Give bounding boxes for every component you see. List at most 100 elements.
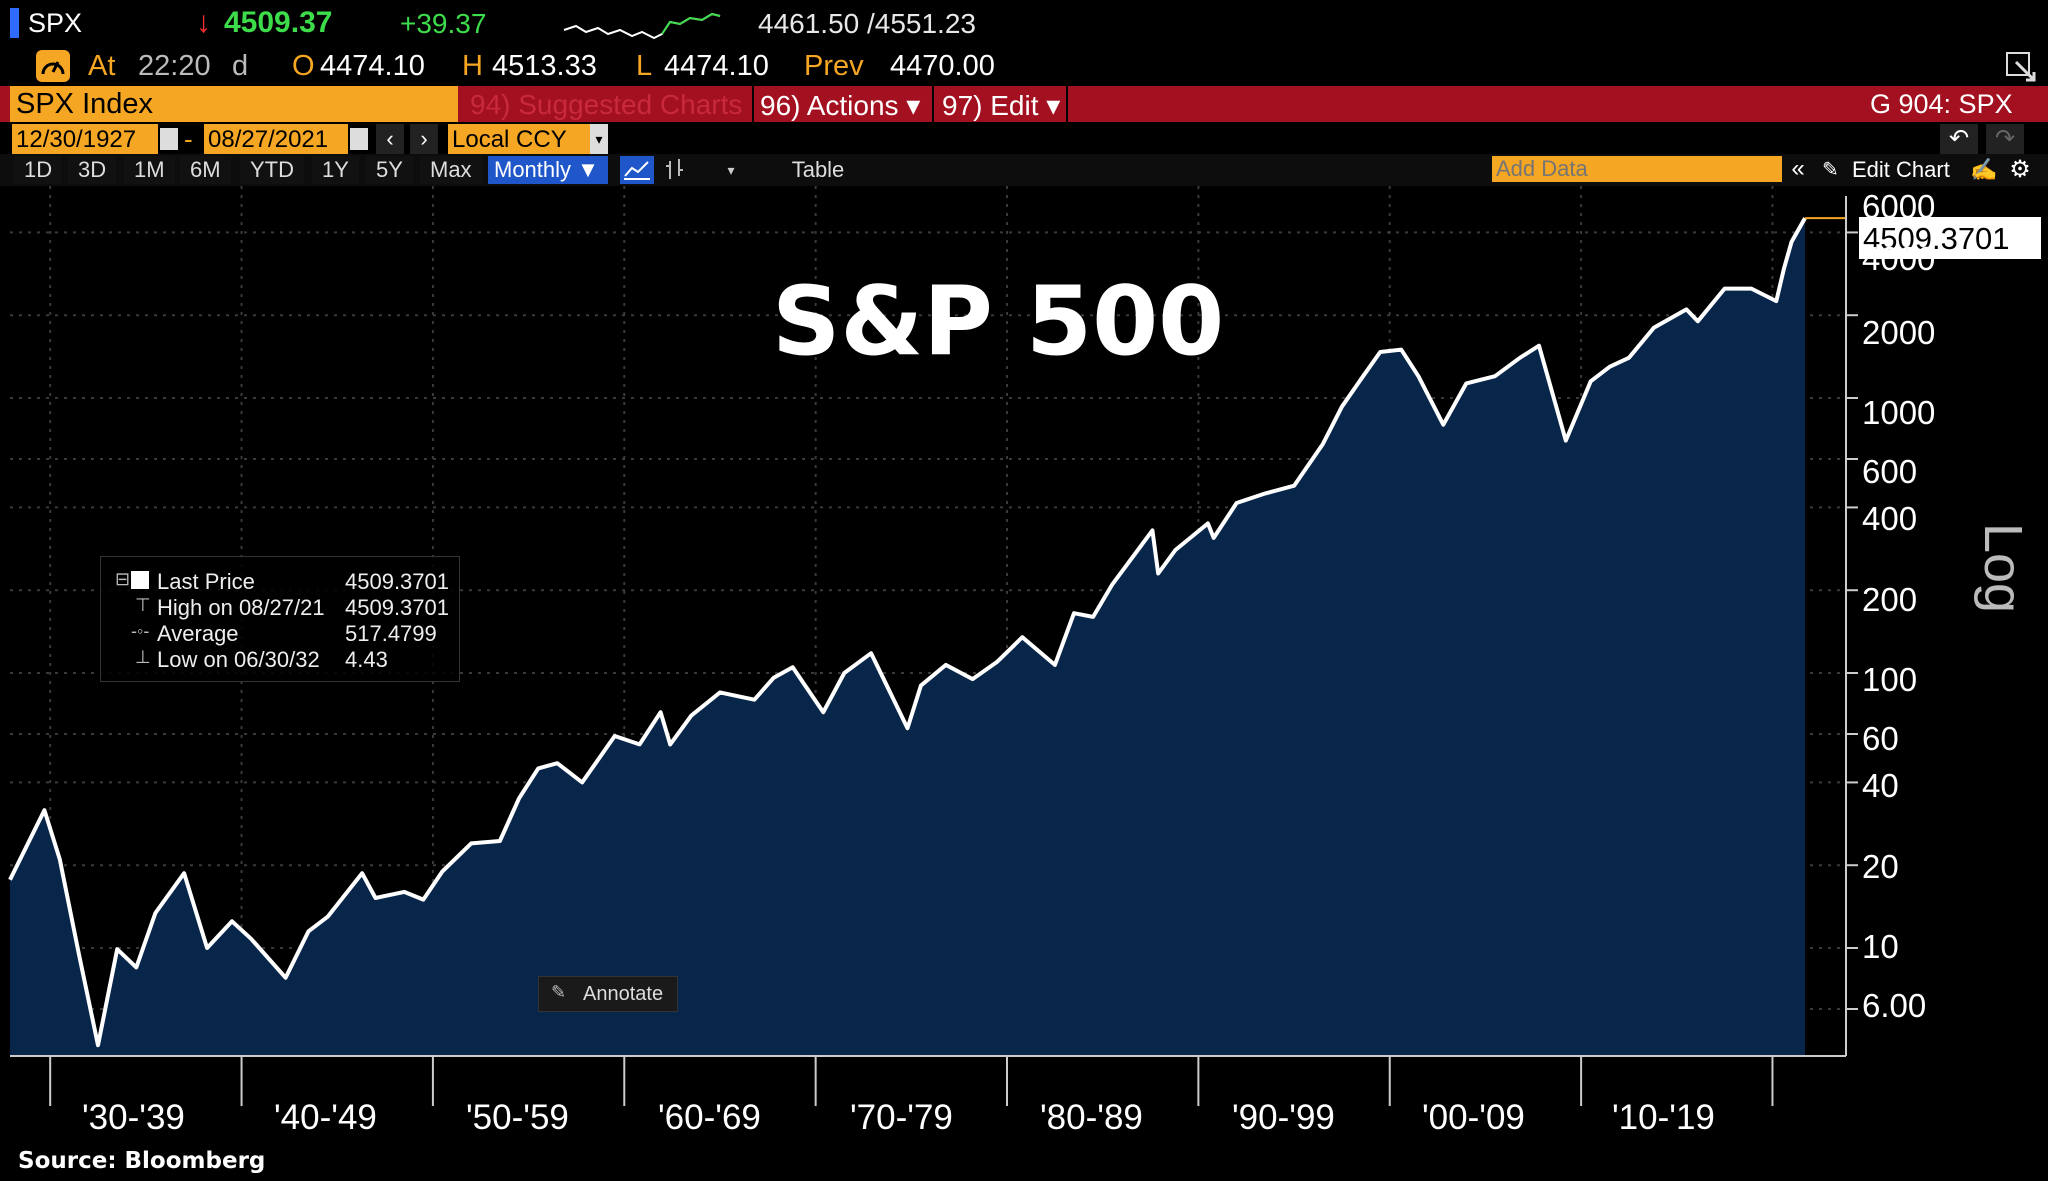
- x-axis-ticks: [49, 1056, 1774, 1106]
- open-value: 4474.10: [320, 50, 425, 82]
- edit-settings-icon[interactable]: ✍: [1970, 157, 1998, 182]
- currency-dropdown[interactable]: Local CCY: [448, 124, 590, 154]
- sparkline-icon: [563, 12, 721, 40]
- at-label: At: [88, 50, 116, 82]
- period-1y-button[interactable]: 1Y: [312, 156, 359, 184]
- open-label: O: [292, 50, 315, 82]
- chart-toolbar: 1D 3D 1M 6M YTD 1Y 5Y Max Monthly ▼ ▾ Ta…: [0, 154, 2048, 186]
- bar-chart-icon[interactable]: [658, 156, 692, 184]
- time-flag: d: [232, 50, 249, 82]
- y-tick-label: 1000: [1862, 394, 1936, 431]
- high-label: H: [462, 50, 483, 82]
- chart-type-dropdown-icon[interactable]: ▾: [727, 162, 735, 178]
- legend-panel[interactable]: ⊟ Last Price 4509.3701 ⊤ High on 08/27/2…: [100, 556, 460, 682]
- y-tick-label: 2000: [1862, 314, 1936, 351]
- end-calendar-icon[interactable]: [350, 128, 368, 150]
- price-chart[interactable]: S&P 500 Log: [0, 186, 2048, 1148]
- y-tick-label: 6.00: [1862, 987, 1927, 1024]
- average-marker-icon: -◦-: [131, 621, 150, 641]
- quote-time: 22:20: [138, 50, 211, 82]
- menu-divider: [932, 86, 934, 122]
- y-tick-label: 20: [1862, 848, 1899, 885]
- period-5y-button[interactable]: 5Y: [366, 156, 413, 184]
- legend-label: High on 08/27/21: [157, 595, 325, 620]
- prev-period-icon[interactable]: ‹: [376, 124, 404, 154]
- period-1m-button[interactable]: 1M: [124, 156, 175, 184]
- y-tick-label: 600: [1862, 453, 1918, 490]
- end-date-text: 08/27/2021: [208, 126, 329, 153]
- start-date-field[interactable]: 12/30/1927: [12, 124, 158, 154]
- end-date-field[interactable]: 08/27/2021: [204, 124, 348, 154]
- legend-label: Average: [157, 621, 239, 646]
- menu-divider: [752, 86, 754, 122]
- annotate-button[interactable]: ✎ Annotate: [538, 976, 678, 1012]
- security-field-text: SPX Index: [16, 88, 154, 120]
- x-tick-label: '80-'89: [1040, 1098, 1143, 1137]
- last-value-tag: 4509.3701: [1858, 216, 2042, 260]
- y-tick-label: 10: [1862, 928, 1899, 965]
- start-calendar-icon[interactable]: [160, 128, 178, 150]
- legend-value: 517.4799: [345, 621, 437, 646]
- y-axis-ticks: [1846, 231, 1858, 1011]
- legend-label: Low on 06/30/32: [157, 647, 320, 672]
- edit-chart-button[interactable]: Edit Chart: [1852, 157, 1950, 182]
- legend-value: 4509.3701: [345, 595, 449, 620]
- redo-icon[interactable]: ↷: [1986, 124, 2024, 154]
- price-line: [8, 217, 1807, 1048]
- y-tick-label: 100: [1862, 661, 1918, 698]
- actions-menu[interactable]: 96) Actions ▾: [760, 90, 921, 121]
- next-period-icon[interactable]: ›: [410, 124, 438, 154]
- y-tick-label: 60: [1862, 720, 1899, 757]
- date-range-bar: 12/30/1927 - 08/27/2021 ‹ › Local CCY ▾ …: [0, 124, 2048, 156]
- log-scale-label: Log: [1973, 523, 2033, 613]
- add-data-input[interactable]: [1492, 156, 1782, 182]
- gear-icon[interactable]: ⚙: [2009, 156, 2031, 183]
- high-marker-icon: ⊤: [135, 595, 151, 615]
- x-tick-label: '50-'59: [466, 1098, 569, 1137]
- table-button[interactable]: Table: [766, 156, 870, 184]
- quote-detail-row: At 22:20 d O 4474.10 H 4513.33 L 4474.10…: [0, 48, 2048, 86]
- legend-value: 4.43: [345, 647, 388, 672]
- y-tick-label: 200: [1862, 581, 1918, 618]
- date-dash: -: [184, 124, 193, 154]
- ticker-symbol[interactable]: SPX: [28, 8, 83, 38]
- x-tick-label: '60-'69: [658, 1098, 761, 1137]
- frequency-text: Monthly ▼: [494, 157, 599, 182]
- low-marker-icon: ⊥: [135, 647, 151, 667]
- x-tick-label: '10-'19: [1612, 1098, 1715, 1137]
- line-chart-icon[interactable]: [620, 156, 654, 184]
- expand-window-icon[interactable]: [2004, 50, 2038, 84]
- currency-dropdown-arrow-icon[interactable]: ▾: [590, 124, 608, 154]
- collapse-icon[interactable]: «: [1791, 155, 1805, 182]
- last-price: 4509.37: [224, 6, 333, 39]
- gauge-icon[interactable]: [36, 50, 70, 82]
- period-1d-button[interactable]: 1D: [14, 156, 63, 184]
- source-note: Source: Bloomberg: [18, 1148, 266, 1174]
- annotate-label: Annotate: [583, 983, 664, 1005]
- edit-menu[interactable]: 97) Edit ▾: [942, 90, 1061, 121]
- last-price-swatch: [131, 571, 149, 589]
- quote-header-row: SPX ↓ 4509.37 +39.37 4461.50 /4551.23: [0, 0, 2048, 48]
- bid-ask: 4461.50 /4551.23: [758, 8, 976, 39]
- legend-label: Last Price: [157, 569, 255, 594]
- x-tick-label: '00-'09: [1422, 1098, 1525, 1137]
- period-max-button[interactable]: Max: [420, 156, 482, 184]
- start-date-text: 12/30/1927: [16, 126, 137, 153]
- y-tick-label: 4000: [1862, 240, 1936, 277]
- period-6m-button[interactable]: 6M: [180, 156, 231, 184]
- last-value-tag-text: 4509.3701: [1863, 221, 2010, 256]
- undo-icon[interactable]: ↶: [1940, 124, 1978, 154]
- prev-value: 4470.00: [890, 50, 995, 82]
- collapse-legend-icon[interactable]: ⊟: [115, 569, 131, 589]
- ticker-color-marker: [10, 8, 19, 38]
- low-label: L: [636, 50, 653, 82]
- pencil-icon: ✎: [1822, 159, 1839, 181]
- down-arrow-icon: ↓: [196, 6, 211, 39]
- y-tick-label: 400: [1862, 500, 1918, 537]
- period-3d-button[interactable]: 3D: [68, 156, 117, 184]
- frequency-dropdown[interactable]: Monthly ▼: [488, 156, 608, 184]
- suggested-charts-menu[interactable]: 94) Suggested Charts: [470, 89, 743, 120]
- period-ytd-button[interactable]: YTD: [240, 156, 304, 184]
- security-field[interactable]: SPX Index: [10, 86, 458, 122]
- x-tick-label: '70-'79: [850, 1098, 953, 1137]
